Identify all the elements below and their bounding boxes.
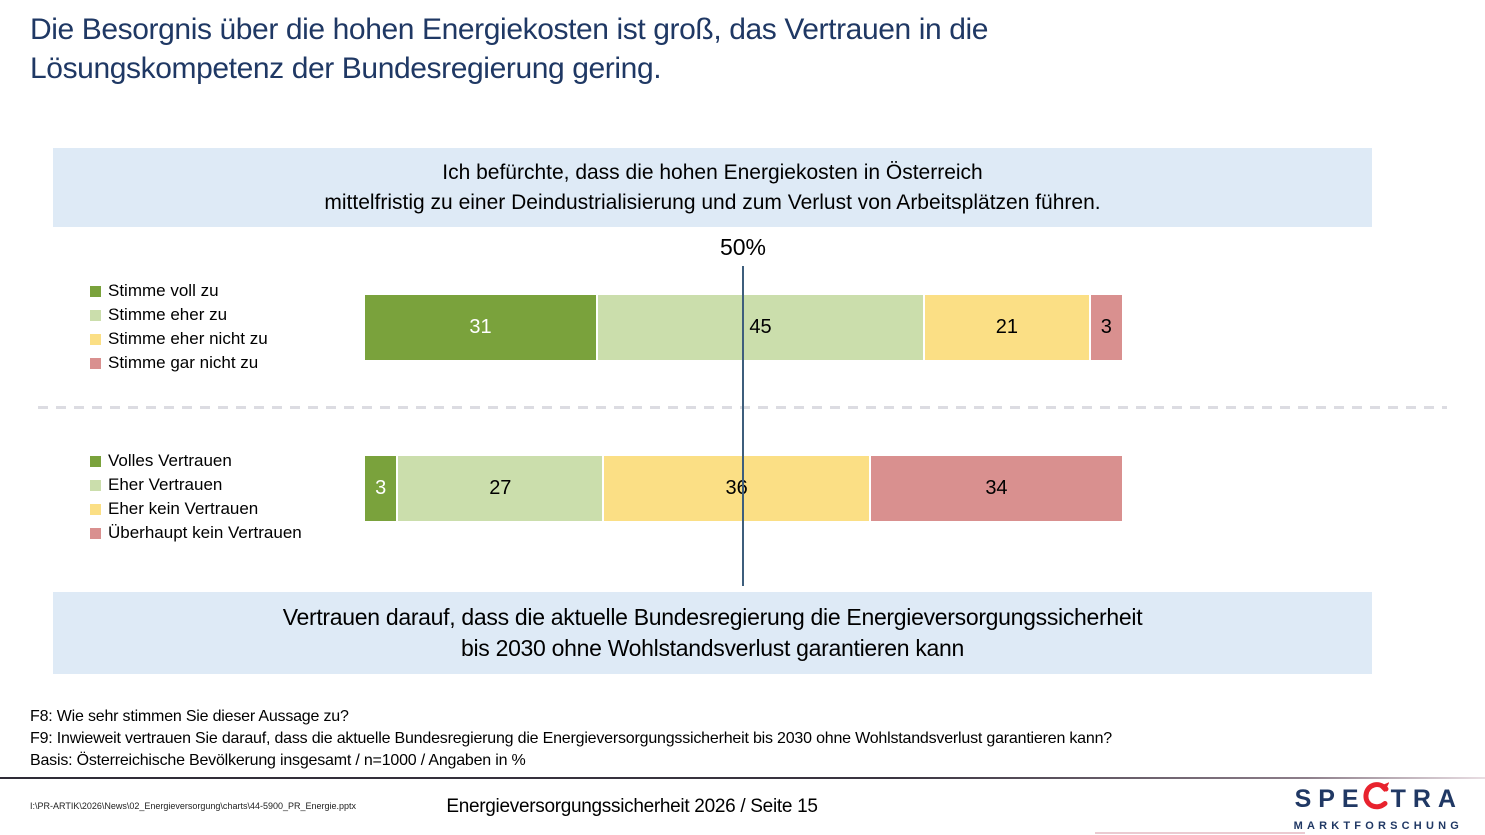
logo-text-suffix: TRA [1390, 785, 1463, 813]
statement-box-bottom: Vertrauen darauf, dass die aktuelle Bund… [53, 592, 1372, 674]
bar-segment-value: 3 [375, 477, 387, 499]
legend-label: Eher Vertrauen [108, 475, 223, 494]
footnote-f8: F8: Wie sehr stimmen Sie dieser Aussage … [30, 708, 349, 725]
bar-segment: 36 [604, 456, 869, 521]
legend-swatch-trust-some-icon [90, 479, 101, 491]
legend-item: Stimme voll zu [90, 279, 268, 303]
fifty-percent-marker-line [742, 266, 744, 586]
statement-box-top: Ich befürchte, dass die hohen Energiekos… [53, 148, 1372, 227]
logo-subtitle: MARKTFORSCHUNG [1293, 820, 1463, 832]
bar-segment-value: 3 [1100, 316, 1112, 338]
statement-bottom-line-1: Vertrauen darauf, dass die aktuelle Bund… [282, 604, 1143, 630]
statement-top-line-1: Ich befürchte, dass die hohen Energiekos… [442, 160, 983, 184]
legend-item: Eher kein Vertrauen [90, 497, 302, 521]
bar-trust: 3 27 36 34 [365, 456, 1122, 521]
legend-swatch-disagree-some-icon [90, 333, 101, 345]
bar-segment-value: 21 [995, 316, 1018, 338]
legend-item: Überhaupt kein Vertrauen [90, 521, 302, 545]
footnote-f9: F9: Inwieweit vertrauen Sie darauf, dass… [30, 730, 1112, 747]
footer-center-text: Energieversorgungssicherheit 2026 / Seit… [446, 796, 818, 817]
bar-segment: 3 [365, 456, 397, 521]
fifty-percent-label: 50% [719, 234, 767, 260]
legend-swatch-agree-full-icon [90, 285, 101, 297]
bar-segment: 27 [398, 456, 603, 521]
legend-label: Volles Vertrauen [108, 451, 232, 470]
legend-label: Stimme eher nicht zu [108, 329, 268, 348]
bar-segment-value: 36 [725, 477, 748, 499]
legend-item: Stimme eher zu [90, 303, 268, 327]
legend-swatch-agree-some-icon [90, 309, 101, 321]
legend-item: Stimme eher nicht zu [90, 327, 268, 351]
footnotes: F8: Wie sehr stimmen Sie dieser Aussage … [30, 706, 1112, 772]
bar-segment-value: 27 [489, 477, 512, 499]
legend-item: Eher Vertrauen [90, 473, 302, 497]
footer-file-path: I:\PR-ARTIK\2026\News\02_Energieversorgu… [30, 801, 357, 811]
bar-segment: 31 [365, 295, 596, 360]
legend-swatch-trust-little-icon [90, 503, 101, 515]
bar-segment: 45 [597, 295, 924, 360]
legend-swatch-disagree-full-icon [90, 357, 101, 369]
bar-segment: 34 [870, 456, 1122, 521]
bar-segment: 3 [1090, 295, 1122, 360]
legend-label: Stimme gar nicht zu [108, 353, 259, 372]
spectra-c-swoosh-icon [1363, 782, 1390, 817]
page-title: Die Besorgnis über die hohen Energiekost… [30, 13, 989, 85]
footer-divider-line [0, 777, 1485, 779]
logo-text-prefix: SPE [1294, 785, 1366, 813]
legend-swatch-trust-full-icon [90, 455, 101, 467]
spectra-logo: SPE TRA MARKTFORSCHUNG [1294, 782, 1463, 832]
bar-segment-value: 31 [469, 316, 492, 338]
bar-segment-value: 45 [749, 316, 772, 338]
statement-bottom-line-2: bis 2030 ohne Wohlstandsverlust garantie… [460, 635, 964, 661]
bar-segment-value: 34 [985, 477, 1008, 499]
legend-item: Volles Vertrauen [90, 449, 302, 473]
bottom-accent-line [1095, 832, 1305, 834]
legend-trust: Volles Vertrauen Eher Vertrauen Eher kei… [90, 449, 302, 545]
legend-label: Überhaupt kein Vertrauen [108, 523, 302, 542]
bar-segment: 21 [925, 295, 1089, 360]
footnote-basis: Basis: Österreichische Bevölkerung insge… [30, 752, 526, 769]
legend-label: Stimme eher zu [108, 305, 228, 324]
legend-label: Stimme voll zu [108, 281, 219, 300]
spectra-logo-wordmark: SPE TRA [1294, 782, 1463, 817]
legend-swatch-trust-none-icon [90, 527, 101, 539]
bar-agreement: 31 45 21 3 [365, 295, 1122, 360]
legend-agreement: Stimme voll zu Stimme eher zu Stimme ehe… [90, 279, 268, 375]
legend-item: Stimme gar nicht zu [90, 351, 268, 375]
statement-top-line-2: mittelfristig zu einer Deindustrialisier… [324, 190, 1101, 214]
legend-label: Eher kein Vertrauen [108, 499, 259, 518]
